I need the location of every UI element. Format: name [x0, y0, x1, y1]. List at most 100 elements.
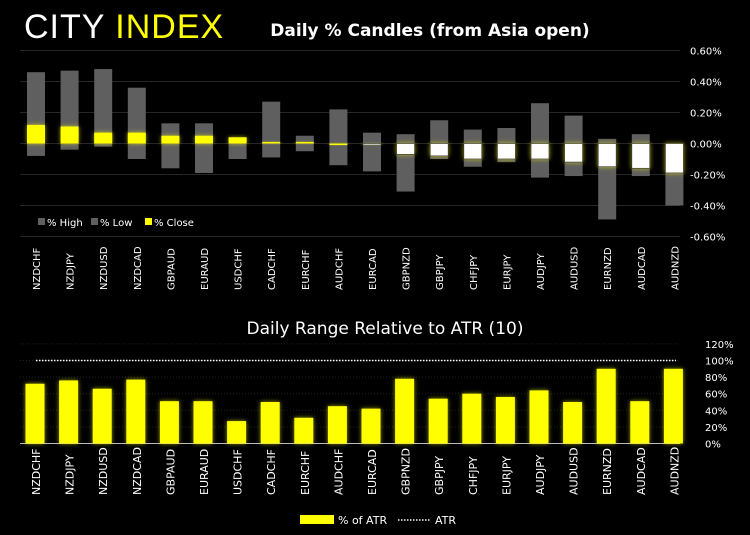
- atr-percent-bar: [92, 388, 112, 444]
- close-bar: [597, 143, 617, 168]
- logo-index: INDEX: [115, 8, 225, 46]
- y-tick-label: -0.60%: [690, 233, 725, 244]
- high-low-bar: [363, 132, 381, 172]
- atr-percent-bar: [663, 368, 683, 444]
- atr-percent-bar: [428, 398, 448, 444]
- atr-percent-bar: [159, 401, 179, 444]
- y-tick-label: 120%: [705, 340, 734, 351]
- x-tick-label: CADCHF: [267, 248, 278, 290]
- x-tick-label: AUDNZD: [668, 447, 681, 495]
- chart2-title: Daily Range Relative to ATR (10): [247, 319, 524, 339]
- atr-percent-bar: [59, 380, 79, 444]
- x-tick-label: NZDCAD: [131, 447, 144, 495]
- x-tick-label: AUDJPY: [536, 252, 547, 290]
- y-tick-label: 60%: [705, 390, 727, 401]
- x-tick-label: GBPJPY: [433, 456, 446, 495]
- high-low-bar: [94, 69, 113, 147]
- close-bar: [564, 143, 583, 163]
- close-bar: [195, 135, 213, 144]
- legend-label: % High: [47, 218, 83, 229]
- close-bar: [127, 132, 146, 144]
- atr-percent-bar: [395, 378, 415, 444]
- atr-percent-bar: [630, 401, 650, 444]
- atr-percent-bar: [596, 368, 616, 444]
- y-tick-label: 20%: [705, 423, 727, 434]
- close-bar: [665, 143, 684, 174]
- high-low-bar: [531, 103, 549, 178]
- y-tick-label: 0.60%: [690, 47, 722, 58]
- atr-percent-bar: [294, 417, 314, 444]
- y-tick-label: 0.40%: [690, 78, 722, 89]
- close-bar: [60, 126, 79, 144]
- x-tick-label: GBPAUD: [164, 449, 177, 495]
- x-tick-label: NZDCAD: [133, 246, 144, 290]
- legend-swatch: [91, 218, 98, 225]
- y-tick-label: -0.40%: [690, 202, 725, 213]
- legend-swatch: [145, 218, 152, 225]
- close-bar: [497, 143, 516, 160]
- close-bar: [94, 132, 113, 144]
- atr-percent-bar: [126, 379, 146, 444]
- y-tick-label: 80%: [705, 373, 727, 384]
- close-bar: [161, 135, 180, 144]
- x-tick-label: NZDCHF: [30, 448, 43, 495]
- atr-percent-bar: [462, 393, 482, 444]
- high-low-bar: [127, 87, 146, 159]
- close-bar: [429, 143, 449, 157]
- x-tick-label: EURNZD: [603, 247, 614, 290]
- atr-percent-bar: [327, 406, 347, 444]
- city-index-logo: CITY INDEX: [24, 8, 224, 47]
- logo-city: CITY: [24, 8, 105, 46]
- close-bar: [396, 143, 415, 155]
- atr-percent-bar: [529, 390, 549, 444]
- chart1-title: Daily % Candles (from Asia open): [270, 21, 589, 41]
- atr-percent-bar: [495, 397, 515, 444]
- x-tick-label: EURCHF: [301, 249, 312, 290]
- x-tick-label: AUDCAD: [635, 447, 648, 495]
- legend-label: % of ATR: [338, 514, 387, 527]
- legend-label: % Close: [154, 218, 194, 229]
- close-bar: [463, 143, 483, 160]
- high-low-bar: [396, 134, 415, 192]
- x-tick-label: EURAUD: [200, 248, 211, 290]
- y-tick-label: 0%: [705, 440, 721, 451]
- x-tick-label: GBPNZD: [400, 448, 413, 495]
- close-bar: [329, 143, 348, 145]
- x-tick-label: EURAUD: [198, 449, 211, 495]
- atr-percent-bar: [227, 421, 247, 444]
- x-tick-label: EURJPY: [500, 456, 513, 495]
- atr-percent-bar: [193, 401, 213, 444]
- y-tick-label: 40%: [705, 406, 727, 417]
- x-tick-label: USDCHF: [234, 248, 245, 290]
- x-tick-label: NZDJPY: [66, 252, 77, 290]
- x-tick-label: GBPAUD: [166, 248, 177, 290]
- x-tick-label: EURCHF: [299, 451, 312, 495]
- high-low-bar: [329, 109, 348, 166]
- x-tick-label: CHFJPY: [469, 254, 480, 290]
- x-tick-label: AUDNZD: [670, 246, 681, 290]
- close-bar: [262, 141, 281, 144]
- x-tick-label: GBPNZD: [402, 247, 413, 290]
- x-tick-label: NZDJPY: [64, 454, 77, 495]
- atr-percent-bar: [25, 383, 45, 444]
- close-bar: [27, 124, 45, 144]
- legend-label: % Low: [100, 218, 132, 229]
- y-tick-label: 0.00%: [690, 140, 722, 151]
- y-tick-label: -0.20%: [690, 171, 725, 182]
- high-low-bar: [262, 101, 281, 158]
- x-tick-label: GBPJPY: [435, 254, 446, 290]
- close-bar: [530, 143, 550, 160]
- x-tick-label: EURJPY: [502, 254, 513, 290]
- atr-percent-bar: [563, 402, 583, 444]
- x-tick-label: NZDCHF: [32, 247, 43, 290]
- close-bar: [631, 143, 651, 169]
- x-tick-label: CHFJPY: [467, 456, 480, 495]
- x-tick-label: EURCAD: [366, 449, 379, 495]
- close-bar: [295, 141, 314, 144]
- legend-swatch: [38, 218, 45, 225]
- atr-percent-bar: [260, 402, 280, 444]
- close-bar: [228, 137, 247, 144]
- legend-label: ATR: [435, 514, 456, 527]
- x-tick-label: USDCHF: [232, 449, 245, 495]
- high-low-bar: [161, 123, 180, 169]
